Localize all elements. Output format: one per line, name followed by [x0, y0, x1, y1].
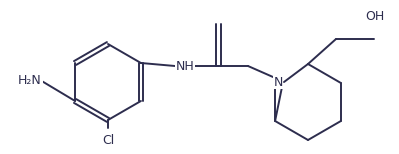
Text: N: N — [273, 75, 282, 89]
Text: Cl: Cl — [102, 134, 114, 146]
Text: NH: NH — [176, 59, 194, 73]
Text: OH: OH — [365, 10, 385, 22]
Text: H₂N: H₂N — [18, 73, 42, 87]
